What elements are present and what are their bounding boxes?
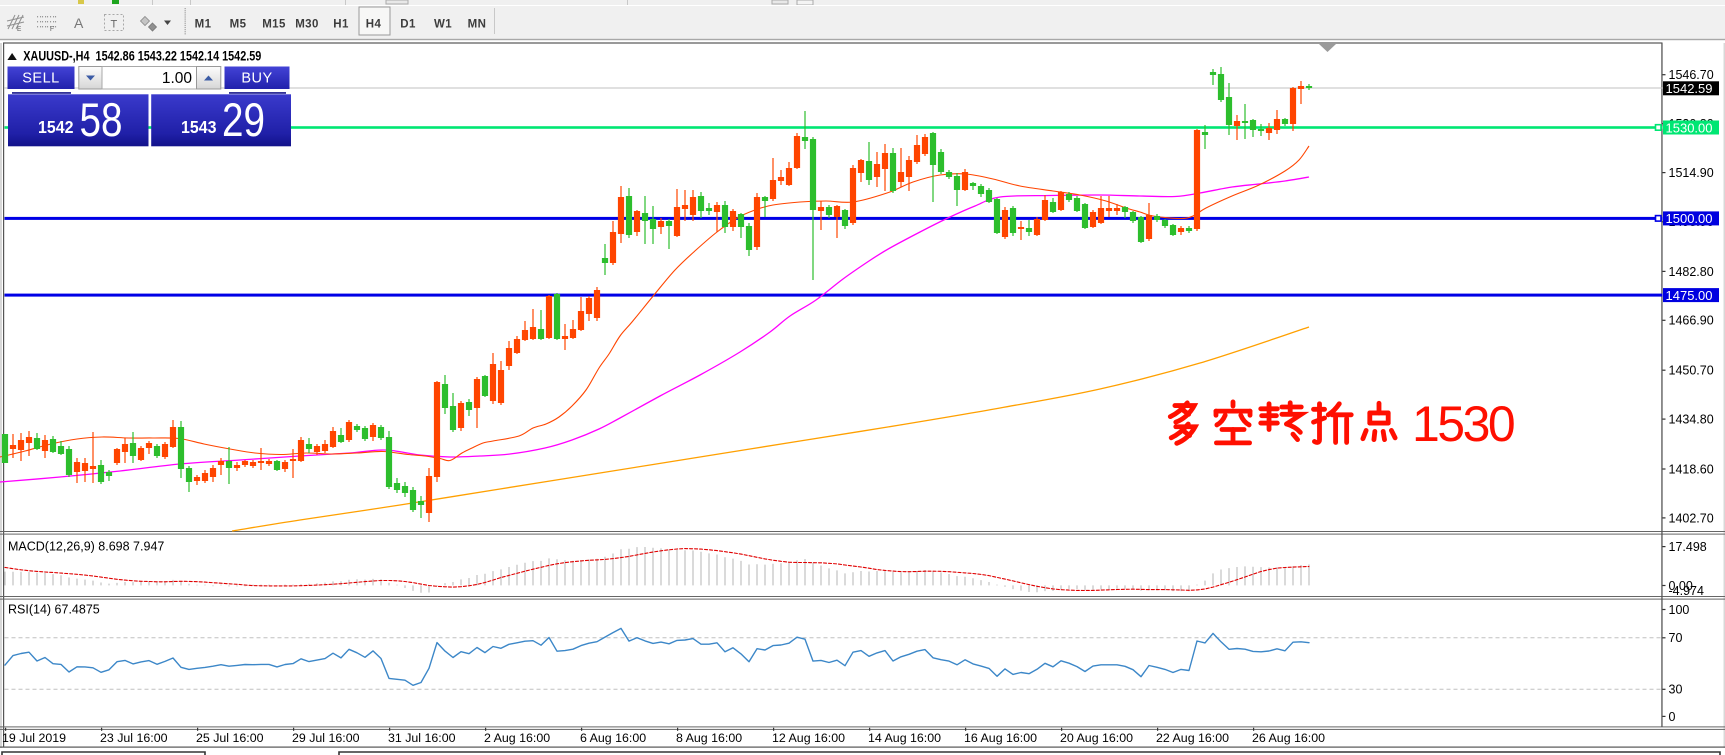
- svg-text:19 Jul 2019: 19 Jul 2019: [2, 731, 66, 745]
- svg-text:70: 70: [1669, 631, 1683, 645]
- svg-text:1530.00: 1530.00: [1666, 120, 1713, 135]
- svg-text:1530: 1530: [1412, 396, 1514, 452]
- svg-text:1.00: 1.00: [162, 70, 193, 87]
- svg-text:H4: H4: [366, 19, 382, 31]
- svg-text:30: 30: [1669, 683, 1683, 697]
- svg-text:20 Aug 16:00: 20 Aug 16:00: [1060, 731, 1133, 745]
- svg-text:1546.70: 1546.70: [1669, 68, 1714, 82]
- svg-text:29: 29: [222, 93, 265, 146]
- svg-text:D1: D1: [400, 19, 416, 31]
- svg-text:SELL: SELL: [22, 71, 59, 87]
- svg-text:6 Aug 16:00: 6 Aug 16:00: [580, 731, 646, 745]
- svg-text:XAUUSD-,H4 1542.86 1543.22 15: XAUUSD-,H4 1542.86 1543.22 1542.14 1542.…: [23, 48, 261, 64]
- svg-text:E: E: [17, 26, 22, 33]
- svg-text:1482.80: 1482.80: [1669, 265, 1714, 279]
- svg-text:A: A: [74, 15, 84, 31]
- svg-text:H1: H1: [333, 19, 349, 31]
- svg-text:0: 0: [1669, 710, 1676, 724]
- svg-text:31 Jul 16:00: 31 Jul 16:00: [388, 731, 456, 745]
- svg-text:1475.00: 1475.00: [1666, 288, 1713, 303]
- svg-text:-4.974: -4.974: [1669, 584, 1704, 598]
- svg-text:1466.90: 1466.90: [1669, 314, 1714, 328]
- svg-text:M5: M5: [230, 19, 247, 31]
- svg-text:2 Aug 16:00: 2 Aug 16:00: [484, 731, 550, 745]
- svg-text:26 Aug 16:00: 26 Aug 16:00: [1252, 731, 1325, 745]
- svg-text:MACD(12,26,9) 8.698 7.947: MACD(12,26,9) 8.698 7.947: [8, 540, 164, 554]
- svg-text:1402.70: 1402.70: [1669, 511, 1714, 525]
- svg-text:1542: 1542: [38, 117, 74, 137]
- svg-text:M15: M15: [262, 19, 286, 31]
- svg-text:1418.60: 1418.60: [1669, 462, 1714, 476]
- svg-text:1514.90: 1514.90: [1669, 166, 1714, 180]
- svg-text:BUY: BUY: [241, 71, 272, 87]
- svg-text:14 Aug 16:00: 14 Aug 16:00: [868, 731, 941, 745]
- svg-text:M1: M1: [195, 19, 212, 31]
- svg-text:M30: M30: [295, 19, 319, 31]
- svg-text:8 Aug 16:00: 8 Aug 16:00: [676, 731, 742, 745]
- svg-text:1434.80: 1434.80: [1669, 413, 1714, 427]
- svg-text:1450.70: 1450.70: [1669, 364, 1714, 378]
- svg-text:12 Aug 16:00: 12 Aug 16:00: [772, 731, 845, 745]
- svg-text:F: F: [50, 26, 54, 33]
- svg-text:T: T: [111, 19, 118, 31]
- svg-text:1543: 1543: [181, 117, 217, 137]
- svg-text:29 Jul 16:00: 29 Jul 16:00: [292, 731, 360, 745]
- svg-text:25 Jul 16:00: 25 Jul 16:00: [196, 731, 264, 745]
- svg-text:22 Aug 16:00: 22 Aug 16:00: [1156, 731, 1229, 745]
- svg-text:MN: MN: [468, 19, 487, 31]
- svg-text:W1: W1: [434, 19, 452, 31]
- svg-text:1542.59: 1542.59: [1666, 81, 1713, 96]
- svg-text:23 Jul 16:00: 23 Jul 16:00: [100, 731, 168, 745]
- svg-text:100: 100: [1669, 603, 1690, 617]
- svg-text:RSI(14) 67.4875: RSI(14) 67.4875: [8, 603, 100, 617]
- svg-text:58: 58: [80, 93, 123, 146]
- svg-text:16 Aug 16:00: 16 Aug 16:00: [964, 731, 1037, 745]
- svg-text:1500.00: 1500.00: [1666, 211, 1713, 226]
- svg-text:0.00: 0.00: [1669, 579, 1693, 593]
- svg-text:17.498: 17.498: [1669, 540, 1707, 554]
